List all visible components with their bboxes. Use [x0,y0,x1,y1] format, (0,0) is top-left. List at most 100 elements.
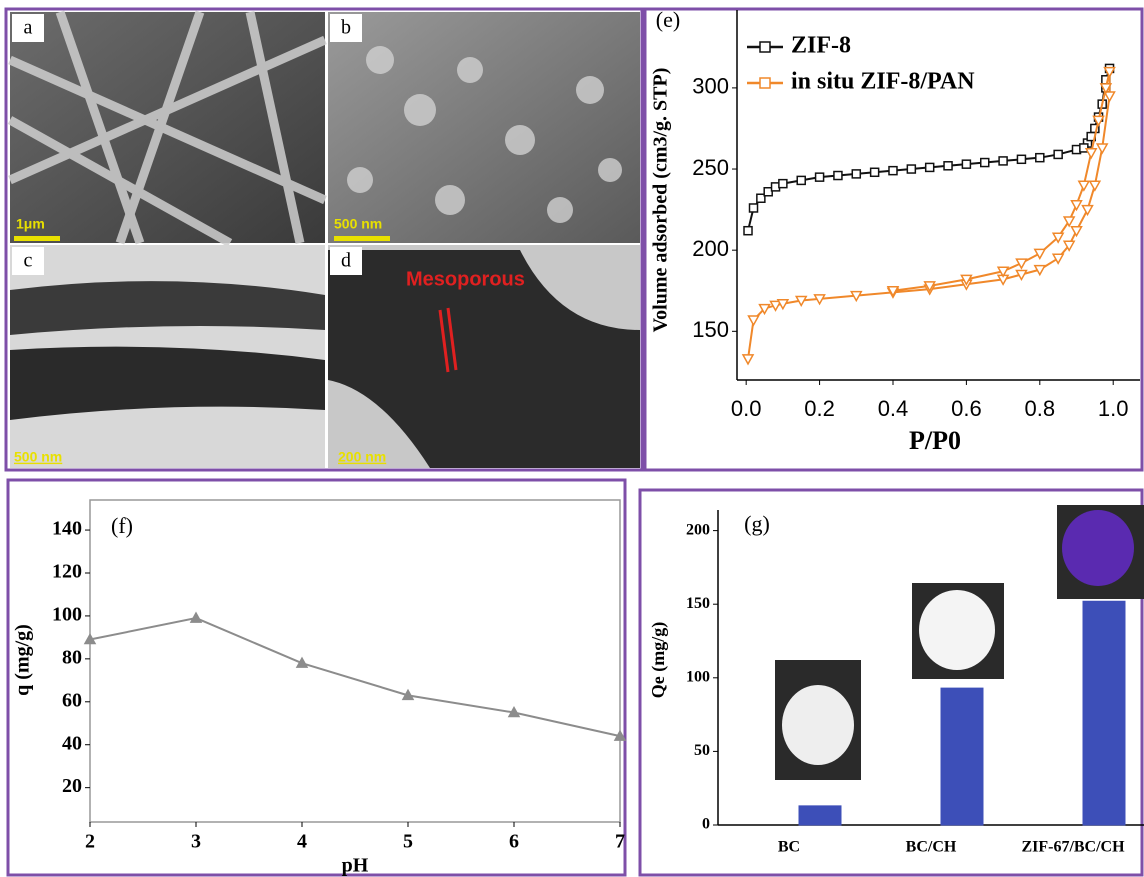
y-axis-label: Qe (mg/g) [648,622,669,698]
plot-frame [89,499,621,823]
marker [1053,149,1063,160]
x-tick-label: 0.2 [804,396,835,421]
chart-title: (f) [111,513,133,538]
y-tick-label: 200 [692,236,729,261]
marker [1103,66,1116,79]
marker [83,632,97,645]
y-tick-label: 200 [686,521,710,538]
marker [1033,248,1047,260]
marker [943,161,953,171]
x-tick-label: 7 [615,831,625,853]
panel-label: b [341,17,351,39]
panel-label: d [341,250,351,272]
marker [923,281,936,293]
mesopore-marker [438,307,458,373]
marker [1070,225,1083,238]
photos [775,505,1144,780]
x-tick-label: 0.8 [1025,396,1056,421]
series-line [89,617,621,738]
legend-label: in situ ZIF-8/PAN [791,69,975,95]
marker [189,611,203,623]
y-tick-label: 300 [692,74,729,99]
marker [1088,180,1102,192]
bar [1082,600,1126,826]
scale-label: 500 nm [334,216,382,232]
tem-fiber [10,346,325,420]
fibers [7,10,327,247]
x-tick-label: 4 [297,831,307,853]
marker [796,175,806,186]
x-axis-label: P/P0 [909,426,961,455]
panel-label-boxes [12,14,362,275]
marker [996,266,1010,278]
marker [743,225,753,236]
x-tick-label: BC/CH [906,839,957,856]
marker [850,290,863,303]
y-axis-label: Volume adsorbed (cm3/g. STP) [650,68,672,333]
scale-bars [14,236,390,241]
marker [1051,232,1065,244]
marker [979,157,990,168]
y-tick-label: 50 [694,742,710,759]
marker [741,354,755,366]
y-tick-label: 100 [686,668,710,685]
x-axis-label: pH [342,855,369,877]
marker [924,162,935,173]
chart-title: (g) [744,511,770,536]
y-tick-label: 20 [62,775,82,797]
marker [851,169,862,179]
marker [960,274,973,286]
marker [758,303,771,316]
x-tick-label: 5 [403,831,413,853]
marker [1103,91,1116,103]
tem-fiber [10,281,325,335]
legend-label: ZIF-8 [791,33,851,59]
marker [886,285,900,298]
marker [1062,216,1076,228]
legend-marker [759,41,771,53]
marker [833,170,843,181]
marker [869,167,880,178]
x-tick-label: BC [778,839,800,856]
y-tick-label: 150 [692,317,729,342]
marker [1077,180,1091,192]
marker [748,203,759,213]
marker [1033,264,1047,277]
y-tick-label: 0 [702,816,710,833]
marker [1016,154,1027,165]
x-tick-label: 6 [509,831,519,853]
marker [763,187,773,197]
x-tick-label: 2 [85,831,95,853]
marker [1081,204,1094,217]
y-tick-label: 140 [52,518,82,540]
panel-label: a [24,17,33,39]
series-line [747,71,1111,360]
scale-label: 200 nm [338,449,386,465]
marker [1079,143,1089,153]
marker [776,298,790,311]
marker [507,705,521,718]
marker [1062,240,1076,252]
marker [1051,253,1065,265]
y-tick-label: 60 [62,689,82,711]
marker [756,193,766,203]
marker [1070,199,1083,212]
y-axis-label: q (mg/g) [12,624,34,696]
marker [961,159,972,169]
chart-title: (e) [656,7,680,32]
marker [1015,269,1028,282]
marker [1035,152,1045,163]
y-tick-label: 120 [52,561,82,583]
tem-fiber [328,250,640,468]
panel-frames [4,7,1144,877]
x-tick-label: 0.0 [731,396,762,421]
marker [998,156,1008,166]
marker [401,688,415,701]
marker [814,172,825,182]
marker [813,294,826,306]
particles [347,46,622,223]
y-tick-label: 80 [62,646,82,668]
